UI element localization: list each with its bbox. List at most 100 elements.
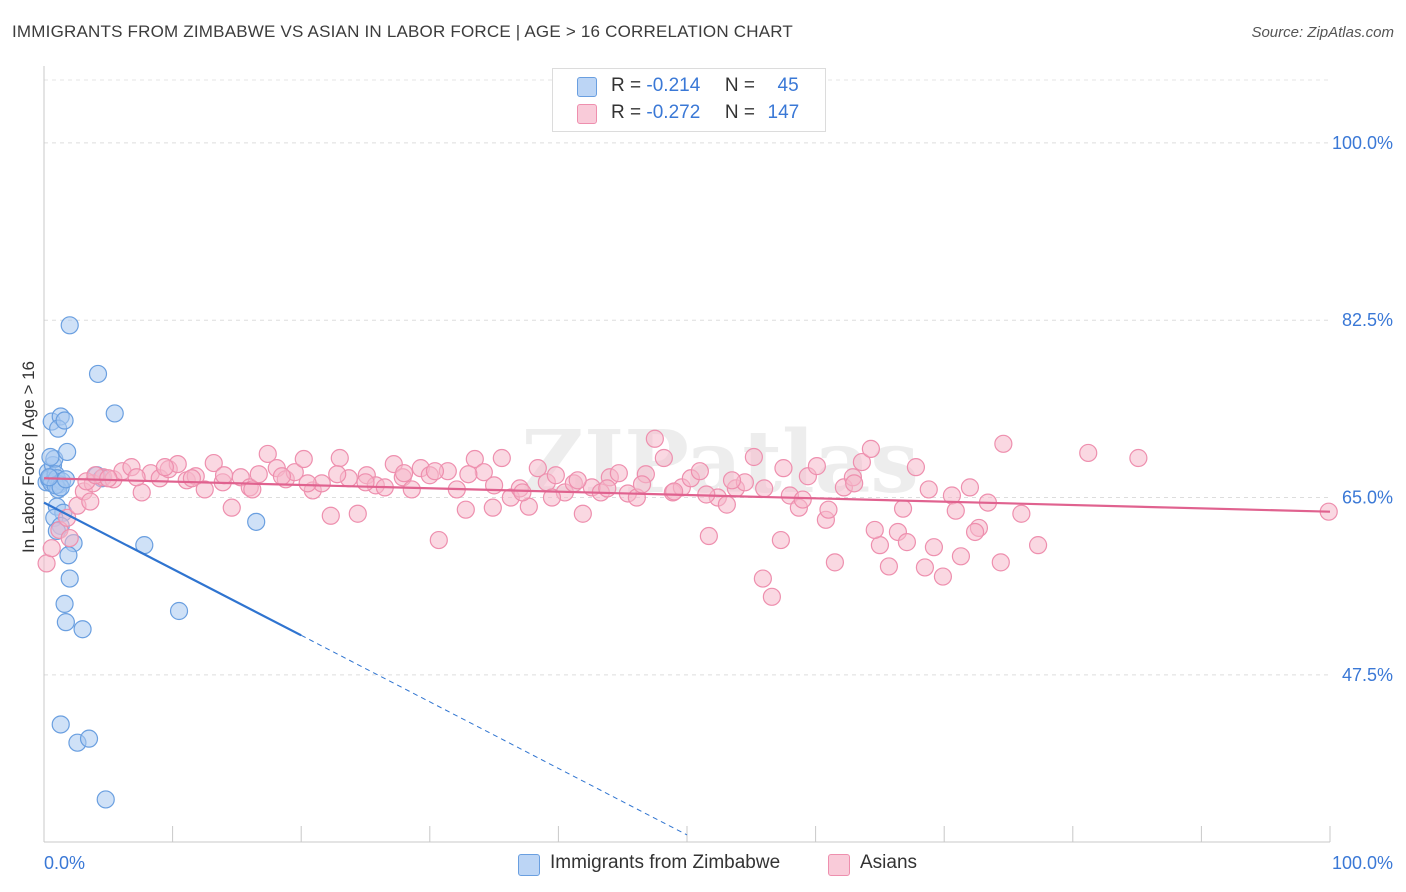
zimbabwe-point bbox=[79, 729, 99, 748]
asian-point bbox=[665, 482, 684, 501]
asian-point bbox=[356, 473, 375, 492]
asian-point bbox=[394, 464, 414, 483]
asian-point bbox=[272, 467, 292, 486]
n-value: 147 bbox=[767, 102, 800, 123]
asian-point bbox=[155, 458, 174, 477]
zimbabwe-point bbox=[55, 411, 74, 430]
r-value: -0.272 bbox=[646, 102, 701, 123]
asian-point bbox=[699, 526, 718, 546]
asian-point bbox=[793, 490, 812, 509]
asian-point bbox=[946, 501, 965, 520]
zimbabwe-point bbox=[169, 601, 189, 621]
asian-point bbox=[722, 471, 742, 490]
y-tick-label: 82.5% bbox=[1342, 310, 1393, 330]
zimbabwe-point bbox=[55, 594, 74, 614]
asian-point bbox=[298, 474, 317, 493]
asian-point bbox=[807, 457, 826, 476]
asian-point bbox=[321, 506, 340, 525]
zimbabwe-point bbox=[41, 447, 60, 467]
r-label: R = bbox=[611, 102, 642, 123]
n-label: N = bbox=[724, 75, 755, 96]
zimbabwe-point bbox=[60, 569, 79, 588]
asian-point bbox=[919, 480, 938, 499]
pink-swatch bbox=[828, 854, 850, 876]
zimbabwe-trend-extension bbox=[300, 634, 688, 836]
asian-point bbox=[132, 483, 151, 502]
zimbabwe-point bbox=[247, 512, 266, 531]
asian-point bbox=[60, 528, 79, 548]
asian-point bbox=[1012, 504, 1031, 523]
asian-point bbox=[852, 452, 871, 472]
asian-point bbox=[893, 499, 913, 518]
r-label: R = bbox=[611, 75, 642, 96]
zimbabwe-point bbox=[59, 546, 78, 565]
legend-label: Asians bbox=[860, 852, 918, 873]
zimbabwe-trend-line bbox=[43, 501, 302, 637]
zimbabwe-point bbox=[56, 613, 75, 632]
legend-label: Immigrants from Zimbabwe bbox=[550, 852, 781, 873]
stats-legend: R = -0.214 N = 45 R = -0.272 N = 147 bbox=[552, 68, 826, 132]
asian-point bbox=[845, 474, 864, 493]
asian-point bbox=[1129, 448, 1148, 468]
zimbabwe-point bbox=[73, 620, 92, 639]
asian-point bbox=[915, 558, 935, 577]
zimbabwe-point bbox=[58, 442, 77, 462]
asian-point bbox=[402, 480, 421, 499]
asian-point bbox=[568, 471, 587, 490]
asian-point bbox=[214, 466, 234, 485]
asian-point bbox=[425, 462, 445, 481]
asian-point bbox=[598, 479, 617, 498]
asian-point bbox=[753, 569, 772, 588]
asian-point bbox=[774, 459, 793, 478]
asian-point bbox=[195, 480, 214, 499]
asian-point bbox=[546, 466, 565, 485]
asian-point bbox=[243, 480, 262, 499]
asian-point bbox=[960, 478, 980, 497]
asian-point bbox=[492, 448, 511, 468]
asian-point bbox=[825, 553, 844, 572]
blue-swatch bbox=[577, 77, 597, 97]
asian-point bbox=[182, 469, 201, 488]
asian-point bbox=[924, 538, 944, 557]
asian-point bbox=[330, 448, 349, 468]
asian-point bbox=[654, 448, 673, 468]
zimbabwe-point bbox=[51, 715, 70, 734]
asian-point bbox=[542, 488, 562, 507]
asian-point bbox=[609, 464, 628, 483]
series-legend: Immigrants from Zimbabwe Asians bbox=[0, 852, 1406, 878]
asian-point bbox=[328, 465, 347, 484]
y-tick-label: 47.5% bbox=[1342, 665, 1393, 685]
asian-point bbox=[965, 522, 985, 542]
zimbabwe-point bbox=[105, 404, 124, 423]
y-axis-label: In Labor Force | Age > 16 bbox=[19, 361, 38, 553]
r-value: -0.214 bbox=[646, 75, 701, 96]
asian-point bbox=[99, 469, 118, 488]
asian-point bbox=[897, 533, 917, 552]
asian-point bbox=[1079, 443, 1098, 463]
asian-point bbox=[42, 539, 61, 558]
asian-point bbox=[755, 479, 774, 498]
x-tick-label: 100.0% bbox=[1332, 853, 1393, 873]
pink-swatch bbox=[577, 104, 597, 124]
asian-point bbox=[744, 447, 763, 467]
x-tick-label: 0.0% bbox=[44, 853, 85, 873]
asian-point bbox=[690, 462, 709, 481]
asian-point bbox=[483, 498, 502, 517]
asian-point bbox=[456, 500, 475, 519]
asian-point bbox=[762, 587, 781, 606]
asian-point bbox=[429, 530, 448, 550]
asian-point bbox=[528, 459, 547, 478]
n-label: N = bbox=[724, 102, 755, 123]
asian-point bbox=[81, 492, 100, 511]
asian-point bbox=[632, 475, 652, 494]
asian-point bbox=[906, 458, 926, 477]
asian-point bbox=[879, 557, 899, 576]
y-tick-label: 100.0% bbox=[1332, 133, 1393, 153]
asian-point bbox=[465, 449, 484, 469]
asian-point bbox=[348, 504, 367, 523]
asian-point bbox=[951, 547, 971, 566]
asian-point bbox=[994, 434, 1013, 453]
zimbabwe-point bbox=[60, 316, 79, 335]
zimbabwe-point bbox=[88, 364, 108, 384]
